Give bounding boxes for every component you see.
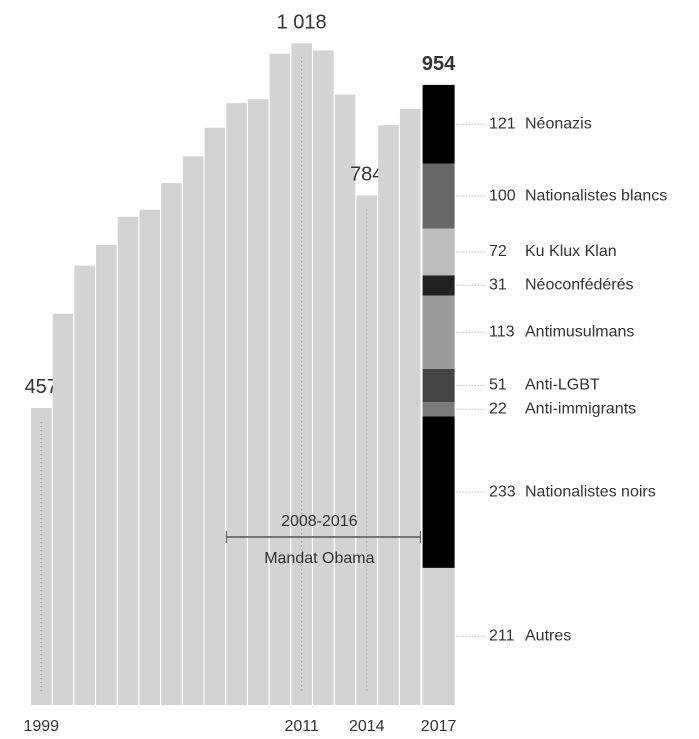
bar bbox=[399, 108, 421, 705]
segment-name: Néoconfédérés bbox=[525, 277, 634, 294]
x-tick-label: 2011 bbox=[284, 718, 319, 735]
bar bbox=[52, 313, 74, 705]
bar bbox=[74, 265, 95, 705]
segment-value: 31 bbox=[489, 277, 507, 294]
bar bbox=[269, 53, 291, 705]
bar bbox=[226, 103, 247, 706]
stack-segment bbox=[422, 228, 455, 276]
segment-name: Nationalistes blancs bbox=[525, 187, 667, 204]
bar bbox=[117, 216, 139, 705]
segment-name: Nationalistes noirs bbox=[525, 483, 656, 500]
stack-segment bbox=[422, 368, 455, 403]
segment-value: 100 bbox=[489, 187, 516, 204]
annotation: Mandat Obama bbox=[264, 550, 374, 567]
stack-segment bbox=[422, 84, 455, 164]
segment-name: Anti-immigrants bbox=[525, 400, 636, 417]
segment-value: 22 bbox=[489, 400, 507, 417]
bar bbox=[96, 244, 117, 706]
value-label: 954 bbox=[422, 53, 456, 75]
bar bbox=[31, 407, 52, 705]
stack-segment bbox=[422, 275, 455, 296]
bar bbox=[139, 209, 160, 705]
stack-segment bbox=[422, 163, 455, 229]
bar bbox=[378, 125, 399, 705]
bar bbox=[182, 156, 204, 705]
segment-name: Ku Klux Klan bbox=[525, 243, 617, 260]
segment-value: 233 bbox=[489, 483, 516, 500]
annotation: 2008-2016 bbox=[281, 513, 358, 530]
segment-name: Autres bbox=[525, 628, 571, 645]
segment-value: 121 bbox=[489, 115, 516, 132]
segment-name: Anti-LGBT bbox=[525, 377, 600, 394]
bar bbox=[204, 127, 226, 706]
x-tick-label: 1999 bbox=[23, 718, 59, 735]
bar bbox=[248, 99, 269, 705]
segment-name: Néonazis bbox=[525, 115, 592, 132]
stack-segment bbox=[422, 567, 455, 705]
bar bbox=[334, 94, 356, 705]
segment-value: 51 bbox=[489, 377, 507, 394]
stack-segment bbox=[422, 295, 455, 369]
segment-value: 72 bbox=[489, 243, 507, 260]
segment-value: 113 bbox=[489, 323, 515, 340]
stack-segment bbox=[422, 416, 455, 568]
value-label: 1 018 bbox=[277, 12, 327, 34]
x-tick-label: 2017 bbox=[421, 718, 457, 735]
x-tick-label: 2014 bbox=[349, 718, 385, 735]
bar bbox=[161, 183, 182, 706]
segment-name: Antimusulmans bbox=[525, 323, 634, 340]
segment-value: 211 bbox=[489, 628, 515, 645]
value-label: 784 bbox=[350, 164, 383, 186]
stack-segment bbox=[422, 402, 455, 417]
value-label: 457 bbox=[25, 376, 58, 398]
bar bbox=[313, 50, 334, 705]
